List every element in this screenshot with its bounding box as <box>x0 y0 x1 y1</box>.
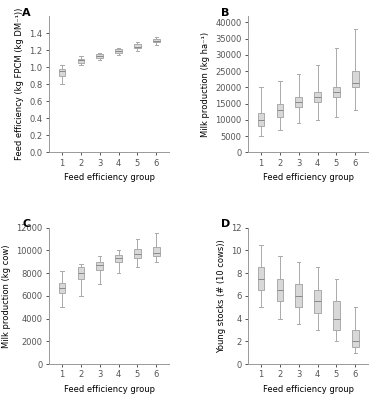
PathPatch shape <box>258 267 264 290</box>
PathPatch shape <box>97 262 103 270</box>
Text: A: A <box>22 8 31 18</box>
PathPatch shape <box>277 104 283 117</box>
PathPatch shape <box>59 69 65 76</box>
PathPatch shape <box>314 92 321 102</box>
PathPatch shape <box>296 284 302 307</box>
PathPatch shape <box>59 283 65 294</box>
PathPatch shape <box>258 114 264 126</box>
Text: B: B <box>221 8 230 18</box>
X-axis label: Feed efficiency group: Feed efficiency group <box>64 173 155 182</box>
PathPatch shape <box>97 54 103 58</box>
Y-axis label: Young stocks (# (10 cows)): Young stocks (# (10 cows)) <box>217 239 226 353</box>
PathPatch shape <box>314 290 321 313</box>
PathPatch shape <box>333 302 340 330</box>
PathPatch shape <box>134 44 141 48</box>
X-axis label: Feed efficiency group: Feed efficiency group <box>263 173 354 182</box>
X-axis label: Feed efficiency group: Feed efficiency group <box>64 385 155 394</box>
PathPatch shape <box>77 59 84 63</box>
PathPatch shape <box>115 255 122 262</box>
X-axis label: Feed efficiency group: Feed efficiency group <box>263 385 354 394</box>
PathPatch shape <box>153 247 159 256</box>
Text: C: C <box>22 219 30 229</box>
PathPatch shape <box>352 330 359 347</box>
PathPatch shape <box>352 71 359 88</box>
PathPatch shape <box>134 249 141 258</box>
PathPatch shape <box>77 267 84 279</box>
PathPatch shape <box>277 279 283 302</box>
PathPatch shape <box>153 39 159 42</box>
PathPatch shape <box>333 88 340 97</box>
PathPatch shape <box>296 97 302 107</box>
Text: D: D <box>221 219 230 229</box>
Y-axis label: Milk production (kg ha⁻¹): Milk production (kg ha⁻¹) <box>201 32 210 137</box>
Y-axis label: Milk production (kg cow): Milk production (kg cow) <box>2 244 11 348</box>
Y-axis label: Feed efficiency (kg FPCM (kg DM⁻¹)): Feed efficiency (kg FPCM (kg DM⁻¹)) <box>15 8 24 160</box>
PathPatch shape <box>115 49 122 53</box>
